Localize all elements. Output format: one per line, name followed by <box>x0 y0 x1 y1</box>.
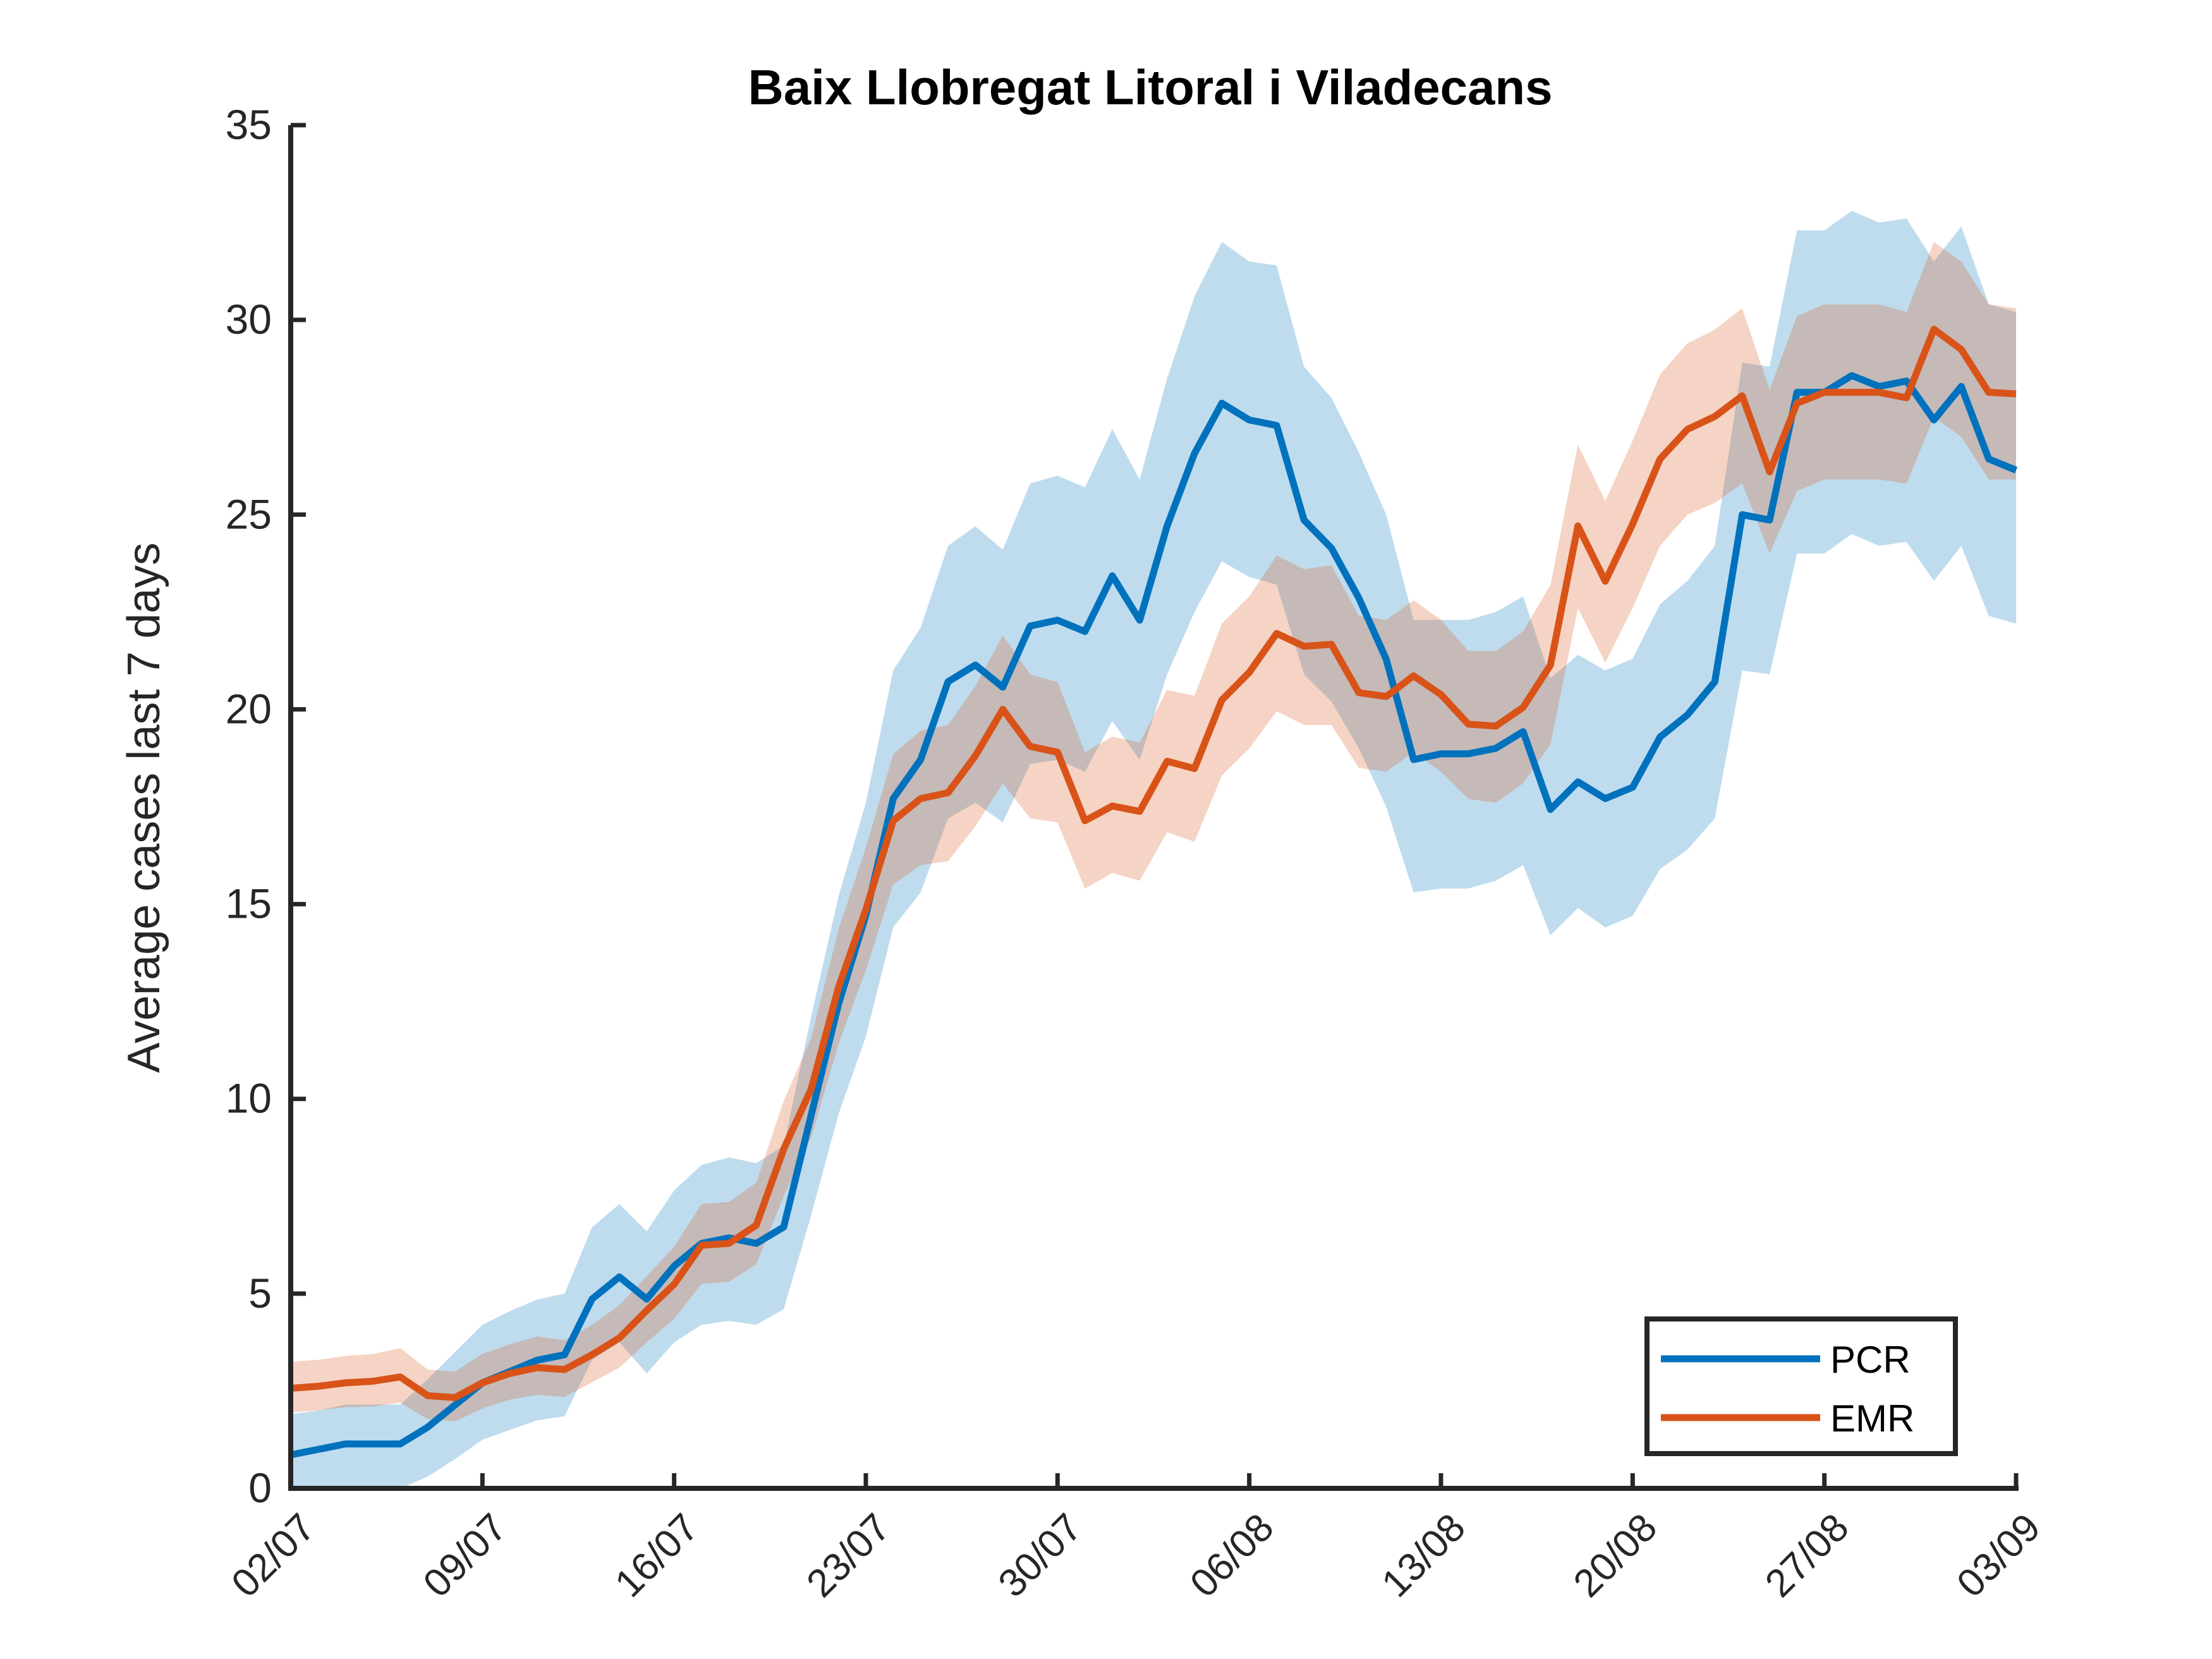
y-tick-label: 20 <box>226 685 272 732</box>
band-emr <box>291 241 2016 1421</box>
legend-label-emr: EMR <box>1830 1397 1914 1440</box>
band-pcr <box>291 210 2016 1489</box>
legend-box <box>1644 1316 1958 1456</box>
chart-title: Baix Llobregat Litoral i Viladecans <box>748 59 1553 115</box>
y-tick-label: 30 <box>226 296 272 343</box>
y-tick-label: 35 <box>226 101 272 148</box>
x-axis-ticks: 02/07 09/07 16/07 23/07 30/07 06/08 13/08 20/08… <box>223 1473 2049 1606</box>
y-axis-label: Average cases last 7 days <box>119 542 169 1073</box>
x-tick-label: 23/07 <box>798 1505 899 1606</box>
legend: PCR EMR <box>1644 1316 1958 1456</box>
series-lines <box>289 325 2018 1459</box>
x-tick-label: 20/08 <box>1565 1505 1666 1606</box>
x-tick-label: 02/07 <box>223 1505 324 1606</box>
series-line-pcr <box>289 372 2018 1459</box>
x-tick-label: 30/07 <box>990 1505 1091 1606</box>
x-tick-label: 06/08 <box>1182 1505 1282 1606</box>
confidence-bands <box>291 210 2016 1489</box>
legend-label-pcr: PCR <box>1830 1339 1911 1381</box>
y-tick-label: 25 <box>226 490 272 537</box>
x-tick-label: 16/07 <box>607 1505 707 1606</box>
series-line-emr <box>290 325 2017 1401</box>
y-axis-ticks: 0 5 10 15 20 25 30 35 <box>226 101 306 1511</box>
x-tick-label: 03/09 <box>1948 1505 2049 1606</box>
x-tick-label: 27/08 <box>1757 1505 1857 1606</box>
y-tick-label: 15 <box>226 880 272 927</box>
axes <box>288 125 2019 1491</box>
x-tick-label: 09/07 <box>415 1505 516 1606</box>
y-tick-label: 10 <box>226 1075 272 1122</box>
x-tick-label: 13/08 <box>1373 1505 1474 1606</box>
y-tick-label: 0 <box>248 1464 272 1511</box>
y-tick-label: 5 <box>248 1270 272 1316</box>
